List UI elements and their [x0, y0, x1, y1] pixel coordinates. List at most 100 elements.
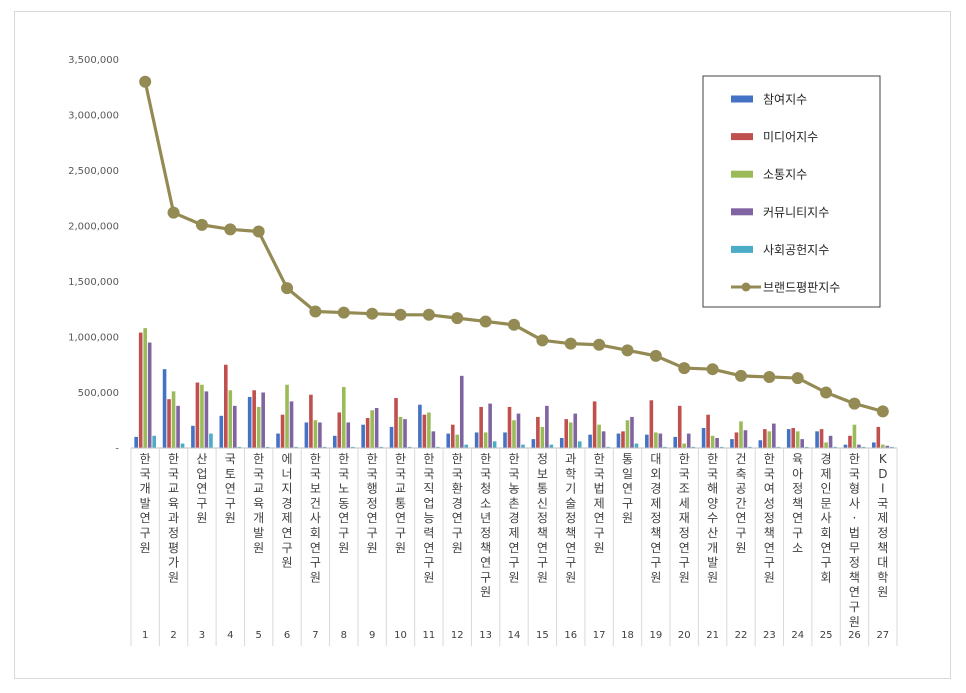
bar-3-21	[710, 435, 715, 448]
bar-2-4	[223, 364, 228, 448]
bar-3-3	[200, 384, 204, 448]
category-label-char: 국	[338, 467, 349, 481]
bar-3-6	[285, 384, 289, 448]
bar-4-6	[289, 401, 294, 448]
category-label-char: 한	[338, 452, 349, 466]
bar-4-23	[772, 423, 776, 448]
bar-series	[134, 328, 894, 448]
category-label-char: 환	[452, 482, 463, 496]
category-label-char: 구	[310, 556, 321, 570]
bar-3-22	[739, 421, 743, 448]
category-label-char: 술	[565, 496, 576, 510]
bar-3-14	[512, 420, 516, 448]
category-label-char: 연	[196, 482, 207, 496]
bar-1-12	[446, 433, 451, 448]
bar-2-15	[536, 416, 540, 448]
bar-1-3	[191, 425, 195, 448]
category-label-char: 원	[395, 541, 406, 555]
category-label-char: K	[879, 452, 888, 466]
line-point-10	[394, 308, 407, 321]
bar-1-14	[503, 432, 507, 448]
category-label-char: 업	[196, 467, 207, 481]
category-label-char: 책	[877, 540, 888, 555]
category-label-char: 책	[650, 525, 661, 540]
rank-label: 5	[255, 630, 261, 641]
category-label-char: 정	[764, 511, 775, 525]
legend-swatch	[731, 170, 753, 178]
category-label-char: 보	[537, 467, 548, 481]
bar-3-16	[568, 422, 573, 448]
rank-label: 17	[593, 630, 606, 641]
category-label-char: 업	[423, 496, 434, 510]
category-label-char: 세	[679, 496, 690, 510]
line-point-1	[139, 75, 152, 88]
bar-5-9	[379, 446, 383, 448]
category-label-char: 국	[764, 467, 775, 481]
y-tick-label: -	[115, 444, 119, 455]
category-label-char: 책	[792, 495, 803, 510]
line-point-22	[734, 369, 747, 382]
bar-2-18	[621, 431, 625, 448]
category-label-char: 형	[849, 482, 860, 496]
line-point-11	[422, 308, 435, 321]
category-label-char: 구	[338, 526, 349, 540]
bar-5-16	[577, 441, 582, 448]
bar-1-19	[645, 434, 649, 448]
bar-1-8	[332, 435, 337, 448]
bar-5-3	[209, 433, 213, 448]
category-label-char: 구	[395, 526, 406, 540]
chart-frame: - 500,000 1,000,000 1,500,000 2,000,000 2,500…	[14, 11, 951, 679]
category-label-char: 제	[877, 511, 888, 525]
category-label-char: 연	[508, 541, 519, 555]
bar-4-21	[715, 438, 719, 448]
bar-1-9	[361, 424, 365, 448]
category-label-char: D	[878, 467, 887, 481]
line-point-5	[252, 225, 265, 238]
bar-1-20	[673, 436, 678, 448]
bar-3-23	[767, 431, 772, 448]
category-label-char: 정	[877, 526, 888, 540]
bar-2-27	[876, 426, 881, 448]
category-label-char: 직	[423, 482, 434, 496]
category-label-char: 한	[594, 452, 605, 466]
bar-5-5	[265, 446, 270, 448]
category-label-char: 원	[565, 570, 576, 584]
bar-1-16	[559, 438, 564, 448]
category-label-char: 국	[679, 467, 690, 481]
bar-4-1	[147, 342, 152, 448]
category-label-char: 책	[849, 569, 860, 584]
category-label-char: 정	[537, 452, 548, 466]
bar-3-5	[256, 406, 261, 448]
category-label-char: 개	[707, 541, 718, 555]
category-label-char: 구	[423, 556, 434, 570]
category-label-char: 한	[253, 452, 264, 466]
category-label-char: 정	[537, 511, 548, 525]
line-point-19	[649, 349, 662, 362]
bar-4-9	[374, 408, 379, 448]
bar-3-18	[625, 420, 630, 448]
category-label-char: 너	[282, 467, 293, 481]
category-label-char: 연	[140, 511, 151, 525]
category-label-char: 국	[140, 467, 151, 481]
bar-2-24	[791, 428, 796, 448]
category-label-char: 국	[423, 467, 434, 481]
category-label-char: 성	[764, 496, 775, 510]
category-label-char: 경	[508, 511, 519, 525]
y-tick-label: 2,000,000	[68, 222, 119, 233]
line-point-16	[564, 337, 577, 350]
category-label-char: 정	[650, 511, 661, 525]
category-label-char: 구	[282, 541, 293, 555]
bar-4-25	[828, 435, 833, 448]
category-label-char: 경	[650, 482, 661, 496]
rank-label: 10	[394, 630, 407, 641]
bar-4-3	[204, 391, 209, 448]
y-tick-label: 500,000	[78, 388, 119, 399]
bar-4-15	[545, 405, 549, 448]
bar-1-23	[758, 440, 763, 448]
category-label-char: 한	[452, 452, 463, 466]
bar-4-27	[885, 445, 890, 448]
bar-4-19	[658, 433, 663, 448]
category-label-char: 책	[480, 540, 491, 555]
bar-4-11	[431, 431, 436, 448]
bar-4-12	[459, 375, 464, 448]
